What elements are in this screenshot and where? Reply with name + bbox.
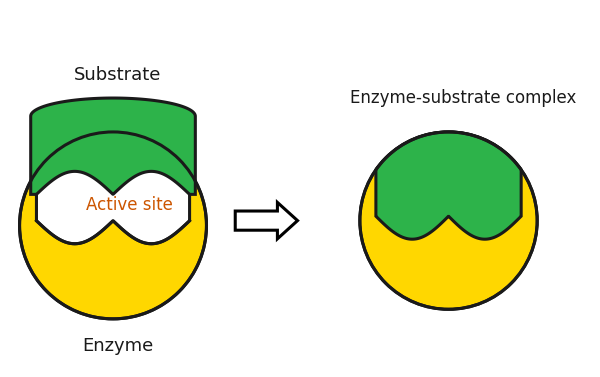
Text: Substrate: Substrate: [74, 66, 161, 84]
Text: Enzyme-substrate complex: Enzyme-substrate complex: [350, 89, 576, 107]
Polygon shape: [376, 132, 521, 239]
Polygon shape: [235, 202, 298, 239]
Polygon shape: [20, 172, 206, 319]
Circle shape: [360, 132, 537, 309]
Text: Enzyme: Enzyme: [82, 337, 154, 355]
Text: Active site: Active site: [86, 196, 173, 214]
Polygon shape: [31, 98, 196, 195]
Polygon shape: [376, 132, 521, 239]
